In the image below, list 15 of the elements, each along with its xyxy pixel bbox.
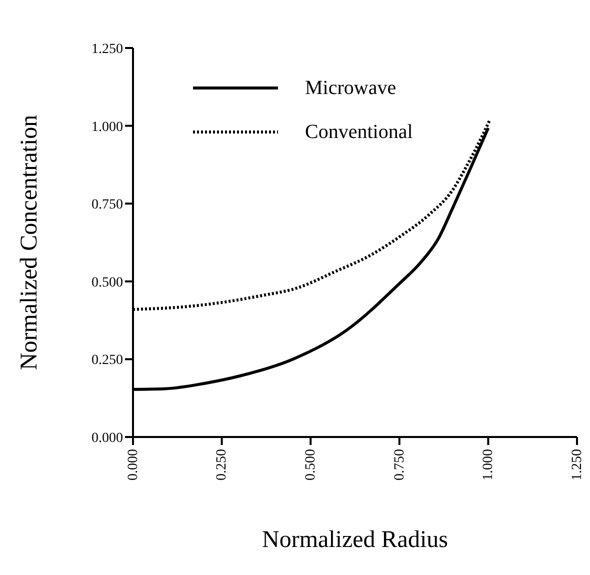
- y-tick-label: 0.250: [92, 353, 123, 368]
- y-tick-label: 0.500: [92, 275, 123, 290]
- x-tick-label: 0.250: [214, 449, 230, 480]
- x-tick-label: 1.000: [481, 449, 496, 480]
- y-tick-label: 0.750: [92, 198, 123, 213]
- y-tick-label: 0.000: [92, 430, 123, 446]
- x-tick-label: 0.750: [392, 449, 408, 480]
- legend-label: Microwave: [305, 76, 396, 100]
- x-tick-label: 0.500: [304, 449, 319, 480]
- legend-label: Conventional: [305, 120, 413, 144]
- x-tick-label: 1.250: [570, 449, 585, 480]
- y-axis-title: Normalized Concentration: [16, 114, 43, 370]
- y-tick-label: 1.250: [92, 42, 123, 57]
- y-tick-label: 1.000: [92, 120, 123, 135]
- x-axis-title: Normalized Radius: [262, 527, 448, 553]
